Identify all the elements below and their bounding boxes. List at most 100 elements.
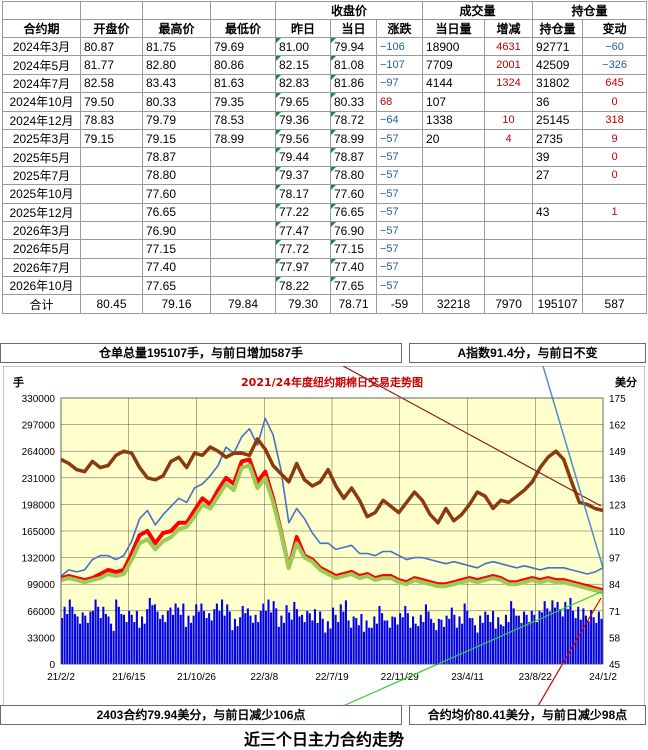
left-tick-label: 231000: [22, 474, 56, 485]
volume-bar: [293, 601, 296, 664]
table-cell: [210, 220, 276, 241]
table-cell: 78.87: [142, 147, 211, 167]
volume-bar: [190, 622, 193, 664]
x-tick-label: 21/10/26: [177, 672, 216, 683]
volume-bar: [582, 608, 585, 664]
left-tick-label: 33000: [27, 633, 55, 644]
table-cell: [210, 202, 276, 222]
volume-bar: [231, 630, 234, 664]
volume-bar: [295, 609, 298, 664]
a-index-series-line: [60, 437, 604, 525]
volume-bar: [308, 613, 311, 664]
volume-bar: [321, 618, 324, 664]
header-oi-group: 持仓量: [532, 1, 648, 20]
table-cell: 2001: [484, 55, 534, 75]
right-tick-label: 162: [609, 421, 626, 432]
table-cell: 77.60: [142, 184, 211, 204]
volume-bar: [251, 622, 255, 664]
volume-bar: [378, 605, 381, 664]
table-cell: [422, 202, 486, 222]
table-cell: 80.86: [210, 55, 276, 75]
volume-bar: [148, 597, 151, 664]
volume-bar: [282, 622, 286, 664]
column-header: 涨跌: [375, 19, 424, 38]
volume-bar: [303, 622, 306, 664]
table-cell: [484, 202, 534, 222]
right-unit: 美分: [615, 375, 637, 389]
volume-bar: [543, 601, 546, 664]
right-tick-label: 58: [609, 633, 621, 644]
table-cell: 77.15: [330, 239, 377, 259]
table-cell: [80, 202, 143, 222]
table-row: 2026年7月 77.40 77.97 77.40 −57: [2, 257, 648, 278]
volume-bar: [215, 603, 218, 664]
volume-bar: [497, 617, 500, 664]
table-cell: [80, 276, 143, 296]
header-group-blank: [210, 1, 276, 20]
table-cell: 1338: [422, 110, 486, 130]
total-cell: 78.71: [330, 294, 377, 314]
volume-bar: [86, 622, 89, 664]
volume-bar: [502, 626, 505, 664]
volume-bar: [541, 612, 544, 664]
volume-bar: [329, 628, 332, 664]
table-row: 2024年12月 78.83 79.79 78.53 79.36 78.72 −64 1338…: [2, 110, 648, 130]
volume-bar: [417, 626, 420, 664]
table-cell: −57: [375, 276, 424, 296]
table-cell: 77.47: [275, 220, 331, 241]
table-cell: 25145: [532, 110, 584, 130]
table-cell: −107: [375, 55, 424, 75]
volume-bar: [84, 615, 87, 664]
table-cell: [210, 165, 276, 186]
x-tick-label: 22/7/19: [315, 672, 349, 683]
volume-bar: [316, 622, 319, 664]
volume-bar: [319, 611, 322, 664]
table-cell: [422, 147, 486, 167]
table-cell: 10: [484, 110, 534, 130]
volume-bar: [179, 614, 182, 664]
volume-bar: [277, 626, 280, 664]
volume-bar: [566, 609, 569, 664]
volume-bar: [259, 610, 262, 664]
main-contract-note: 2403合约79.94美分，与前日减少106点: [0, 705, 402, 725]
volume-bar: [112, 630, 115, 664]
volume-bar: [453, 614, 456, 664]
volume-bar: [535, 622, 538, 664]
column-header: 增减: [484, 19, 534, 38]
total-cell: 7970: [484, 294, 534, 314]
volume-bar: [332, 607, 335, 664]
volume-bar: [466, 610, 469, 664]
volume-bar: [244, 613, 247, 664]
table-cell: 0: [582, 92, 648, 112]
header-close-group: 收盘价: [274, 1, 424, 20]
volume-bar: [347, 620, 350, 664]
table-cell: −326: [582, 55, 648, 75]
right-tick-label: 136: [609, 474, 626, 485]
column-header: 合约期: [2, 19, 81, 38]
header-group-row: 收盘价 成交量 持仓量: [2, 1, 648, 20]
table-row: 2024年3月 80.87 81.75 79.69 81.00 79.94 −106 1890…: [2, 36, 648, 57]
table-cell: [484, 165, 534, 186]
volume-bar: [290, 619, 293, 664]
footer-caption: 近三个日主力合约走势: [243, 730, 404, 749]
volume-bar: [115, 599, 118, 664]
table-cell: [210, 239, 276, 259]
table-cell: [210, 276, 276, 296]
volume-bar: [81, 612, 84, 664]
header-row: 合约期 开盘价 最高价 最低价 昨日 当日 涨跌 当日量 增减 持仓量 变动: [2, 19, 648, 38]
volume-bar: [600, 618, 603, 664]
quote-table: 收盘价 成交量 持仓量 合约期 开盘价 最高价 最低价 昨日 当日 涨跌 当日量 增减 持仓量 变动 202…: [2, 1, 648, 314]
volume-bar: [440, 619, 443, 664]
volume-bar: [159, 618, 162, 664]
volume-bar: [461, 623, 464, 664]
volume-bar: [373, 616, 376, 664]
table-cell: 77.65: [330, 276, 377, 296]
volume-bar: [445, 615, 448, 664]
volume-bar: [473, 625, 477, 664]
table-cell: 81.86: [330, 73, 377, 94]
plot-border: [60, 397, 604, 665]
column-header: 开盘价: [80, 19, 143, 38]
table-cell: [210, 184, 276, 204]
table-cell: −57: [375, 202, 424, 222]
table-cell: [80, 239, 143, 259]
